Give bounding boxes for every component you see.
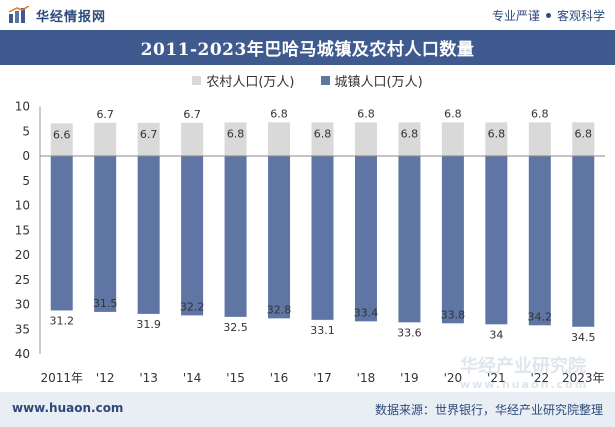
y-tick-label: 5 — [22, 174, 30, 188]
slogan-dot-icon — [545, 13, 551, 18]
urban-bar — [224, 156, 247, 317]
rural-bar — [572, 122, 595, 156]
urban-bar — [572, 156, 595, 327]
y-tick-label: 15 — [15, 223, 30, 237]
footer-url[interactable]: www.huaon.com — [12, 401, 124, 415]
urban-bar — [268, 156, 291, 319]
urban-data-label: 31.2 — [49, 314, 74, 327]
urban-data-label: 32.8 — [267, 303, 292, 316]
y-tick-label: 10 — [15, 100, 30, 114]
y-tick-label: 35 — [15, 322, 30, 336]
y-tick-label: 25 — [15, 273, 30, 287]
footer-source: 数据来源：世界银行，华经产业研究院整理 — [374, 403, 603, 417]
slogan-left: 专业严谨 — [491, 9, 540, 23]
rural-bar — [311, 122, 334, 156]
rural-bar — [485, 122, 508, 156]
legend-item-rural: 农村人口(万人) — [192, 70, 295, 90]
rural-data-label: 6.8 — [444, 107, 462, 120]
x-tick-label: '22 — [531, 371, 550, 385]
urban-data-label: 34.2 — [528, 310, 553, 323]
urban-bar — [137, 156, 160, 314]
urban-bar — [354, 156, 377, 322]
brand-name: 华经情报网 — [36, 9, 107, 25]
y-tick-label: 0 — [22, 149, 30, 163]
legend-swatch-rural — [192, 75, 202, 85]
rural-bar — [528, 122, 551, 156]
x-tick-label: 2011年 — [40, 371, 83, 385]
rural-data-label: 6.7 — [183, 108, 201, 121]
y-tick-label: 40 — [15, 347, 30, 361]
rural-bar — [181, 122, 204, 156]
urban-data-label: 34 — [489, 328, 503, 341]
y-tick-label: 10 — [15, 199, 30, 213]
rural-bar — [441, 122, 464, 156]
rural-bar — [354, 122, 377, 156]
rural-data-label: 6.8 — [227, 127, 245, 140]
rural-data-label: 6.6 — [53, 128, 71, 141]
urban-bar — [311, 156, 334, 320]
urban-data-label: 32.2 — [180, 300, 205, 313]
x-tick-label: '15 — [226, 371, 245, 385]
urban-bar — [181, 156, 204, 316]
y-tick-label: 20 — [15, 248, 30, 262]
rural-data-label: 6.8 — [314, 127, 332, 140]
rural-bar — [94, 122, 117, 156]
slogan: 专业严谨 客观科学 — [492, 7, 605, 24]
rural-bar — [224, 122, 247, 156]
legend-label-urban: 城镇人口(万人) — [334, 74, 423, 90]
footer: www.huaon.com 数据来源：世界银行，华经产业研究院整理 — [0, 392, 615, 427]
rural-bar — [50, 123, 73, 156]
x-tick-label: '14 — [183, 371, 202, 385]
brand-logo-icon — [8, 6, 30, 23]
rural-data-label: 6.7 — [96, 108, 114, 121]
legend-item-urban: 城镇人口(万人) — [320, 70, 423, 90]
urban-data-label: 31.9 — [136, 318, 161, 331]
x-tick-label: '21 — [487, 371, 506, 385]
urban-bar — [441, 156, 464, 324]
chart-title: 2011-2023年巴哈马城镇及农村人口数量 — [140, 40, 475, 60]
x-tick-label: '17 — [313, 371, 332, 385]
title-bar: 2011-2023年巴哈马城镇及农村人口数量 — [0, 30, 615, 65]
y-tick-label: 30 — [15, 298, 30, 312]
urban-data-label: 33.8 — [441, 308, 466, 321]
rural-bar — [398, 122, 421, 156]
rural-data-label: 6.7 — [140, 128, 158, 141]
rural-bar — [268, 122, 291, 156]
x-tick-label: '16 — [270, 371, 289, 385]
top-bar: 华经情报网 专业严谨 客观科学 — [0, 0, 615, 30]
rural-data-label: 6.8 — [270, 107, 288, 120]
rural-data-label: 6.8 — [401, 127, 419, 140]
x-tick-label: '18 — [357, 371, 376, 385]
bar-chart: 10 5 0 5 10 15 20 25 30 35 40 6.6 31.2 2011年 6.7 31.5 '1… — [15, 100, 605, 385]
brand: 华经情报网 — [8, 6, 107, 25]
urban-data-label: 33.6 — [397, 326, 422, 339]
slogan-right: 客观科学 — [556, 9, 605, 23]
urban-bar — [528, 156, 551, 326]
x-tick-label: '19 — [400, 371, 419, 385]
urban-data-label: 31.5 — [93, 297, 118, 310]
y-tick-label: 5 — [22, 124, 30, 138]
rural-data-label: 6.8 — [488, 127, 506, 140]
x-tick-label: '13 — [139, 371, 158, 385]
chart-legend: 农村人口(万人) 城镇人口(万人) — [0, 70, 615, 90]
urban-data-label: 32.5 — [223, 321, 248, 334]
rural-data-label: 6.8 — [357, 107, 375, 120]
x-tick-label: '12 — [96, 371, 115, 385]
x-tick-label: 2023年 — [562, 371, 605, 385]
rural-data-label: 6.8 — [531, 107, 549, 120]
rural-data-label: 6.8 — [575, 127, 593, 140]
x-tick-label: '20 — [444, 371, 463, 385]
urban-data-label: 34.5 — [571, 331, 596, 344]
rural-bar — [137, 122, 160, 156]
legend-label-rural: 农村人口(万人) — [206, 74, 295, 90]
urban-bar — [485, 156, 508, 325]
urban-data-label: 33.4 — [354, 306, 379, 319]
legend-swatch-urban — [320, 75, 330, 85]
urban-bar — [94, 156, 117, 312]
urban-bar — [50, 156, 73, 311]
urban-bar — [398, 156, 421, 323]
urban-data-label: 33.1 — [310, 324, 335, 337]
